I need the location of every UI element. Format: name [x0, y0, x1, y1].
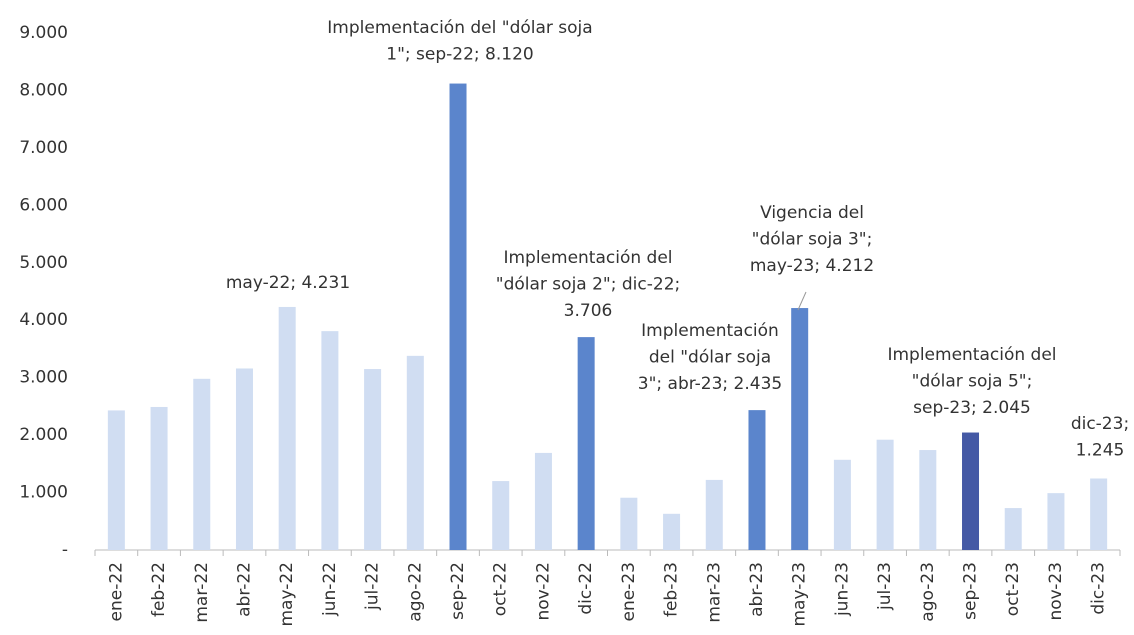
y-tick-label: 3.000 — [19, 368, 68, 388]
y-tick-label: 8.000 — [19, 80, 68, 100]
annotation: dic-23; — [1071, 414, 1129, 434]
x-tick-label: abr-23 — [747, 562, 767, 617]
annotation: "dólar soja 2"; dic-22; — [496, 275, 680, 295]
annotation: Implementación del — [887, 345, 1056, 365]
x-tick-label: sep-23 — [961, 562, 981, 620]
bar — [919, 450, 937, 550]
bar — [1047, 493, 1065, 550]
bar — [876, 439, 894, 550]
bar — [492, 481, 510, 550]
bar — [748, 410, 766, 550]
annotation: 3"; abr-23; 2.435 — [638, 374, 782, 394]
bar — [278, 306, 296, 550]
y-tick-label: 7.000 — [19, 138, 68, 158]
annotation-leader — [797, 291, 807, 311]
x-tick-label: ene-22 — [106, 562, 126, 621]
x-tick-label: may-23 — [790, 562, 810, 627]
annotation: may-22; 4.231 — [226, 273, 350, 293]
x-tick-label: oct-22 — [491, 562, 511, 616]
bar — [620, 497, 638, 550]
x-tick-label: jul-23 — [875, 562, 895, 611]
x-tick-label: feb-22 — [149, 562, 169, 617]
x-tick-label: mar-23 — [704, 562, 724, 623]
annotation: 1"; sep-22; 8.120 — [386, 45, 533, 65]
annotation: 3.706 — [564, 301, 613, 321]
bar — [833, 459, 851, 550]
x-tick-label: nov-22 — [533, 562, 553, 621]
annotation: Implementación — [641, 321, 779, 341]
bar — [406, 355, 424, 550]
x-tick-label: nov-23 — [1046, 562, 1066, 621]
x-tick-label: may-22 — [277, 562, 297, 627]
bar — [1090, 478, 1108, 550]
bar — [791, 308, 809, 550]
annotation: Implementación del — [503, 248, 672, 268]
bar — [150, 406, 168, 550]
annotation: "dólar soja 3"; — [752, 230, 873, 250]
x-tick-label: jun-22 — [320, 562, 340, 617]
bar — [577, 337, 595, 550]
bar — [364, 369, 382, 550]
annotation: 1.245 — [1076, 441, 1125, 461]
bar — [321, 331, 339, 550]
x-tick-label: ago-22 — [405, 562, 425, 622]
bar — [107, 410, 125, 550]
x-tick-label: sep-22 — [448, 562, 468, 620]
bar — [235, 368, 253, 550]
x-tick-label: mar-22 — [192, 562, 212, 623]
bar — [663, 513, 681, 550]
bar — [705, 479, 723, 550]
annotation: Vigencia del — [760, 203, 864, 223]
annotation: "dólar soja 5"; — [912, 372, 1033, 392]
x-tick-label: jul-22 — [363, 562, 383, 611]
x-tick-label: ene-23 — [619, 562, 639, 621]
x-tick-label: oct-23 — [1003, 562, 1023, 616]
y-tick-label: - — [62, 540, 68, 560]
annotation: may-23; 4.212 — [750, 256, 874, 276]
y-tick-label: 9.000 — [19, 23, 68, 43]
bar — [193, 378, 211, 550]
x-tick-label: dic-22 — [576, 562, 596, 615]
x-tick-label: dic-23 — [1089, 562, 1109, 615]
y-tick-label: 5.000 — [19, 253, 68, 273]
annotation: sep-23; 2.045 — [913, 398, 1031, 418]
x-tick-label: abr-22 — [234, 562, 254, 617]
x-tick-label: jun-23 — [832, 562, 852, 617]
bar — [1004, 508, 1022, 550]
bar — [534, 452, 552, 550]
x-tick-label: feb-23 — [662, 562, 682, 617]
annotation: Implementación del "dólar soja — [327, 18, 592, 38]
y-tick-label: 6.000 — [19, 195, 68, 215]
y-tick-label: 4.000 — [19, 310, 68, 330]
x-tick-label: ago-23 — [918, 562, 938, 622]
bar — [962, 432, 980, 550]
annotation: del "dólar soja — [649, 348, 771, 368]
y-tick-label: 1.000 — [19, 483, 68, 503]
y-tick-label: 2.000 — [19, 425, 68, 445]
bar — [449, 83, 467, 550]
